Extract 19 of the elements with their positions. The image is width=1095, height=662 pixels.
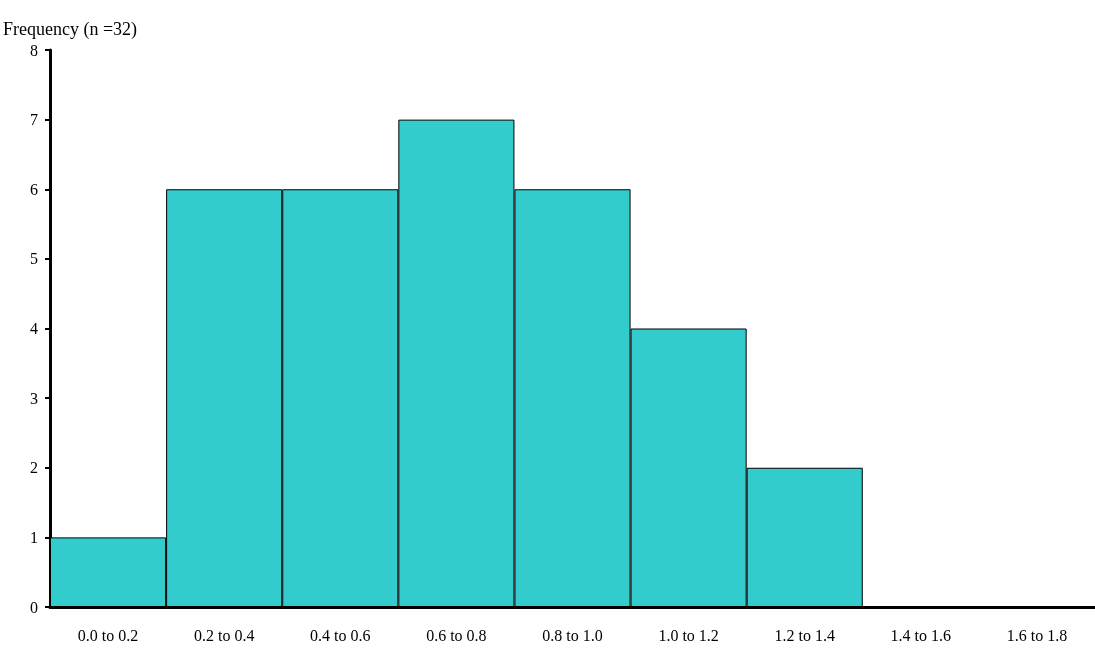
x-tick-label: 1.6 to 1.8 (1006, 626, 1068, 644)
y-tick-label: 6 (30, 180, 38, 198)
y-tick-label: 3 (30, 389, 38, 407)
x-tick-label: 1.4 to 1.6 (890, 626, 952, 644)
y-tick-label: 1 (30, 528, 38, 546)
y-tick-label: 5 (30, 250, 38, 268)
y-tick-label: 7 (30, 111, 38, 129)
y-tick-label: 2 (30, 459, 38, 477)
x-tick-label: 0.4 to 0.6 (310, 626, 371, 644)
y-tick-label: 4 (30, 320, 38, 337)
x-tick-label: 0.0 to 0.2 (77, 626, 139, 644)
x-tick-label: 1.0 to 1.2 (658, 626, 719, 644)
y-tick-label: 0 (30, 598, 38, 616)
x-tick-label: 1.2 to 1.4 (774, 626, 835, 644)
x-tick-label: 0.8 to 1.0 (542, 626, 603, 644)
x-tick-label: 0.6 to 0.8 (426, 626, 487, 644)
y-axis-title: Frequency (n =32) (3, 19, 138, 40)
x-tick-label: 0.2 to 0.4 (193, 626, 255, 644)
y-tick-label: 8 (30, 41, 38, 59)
